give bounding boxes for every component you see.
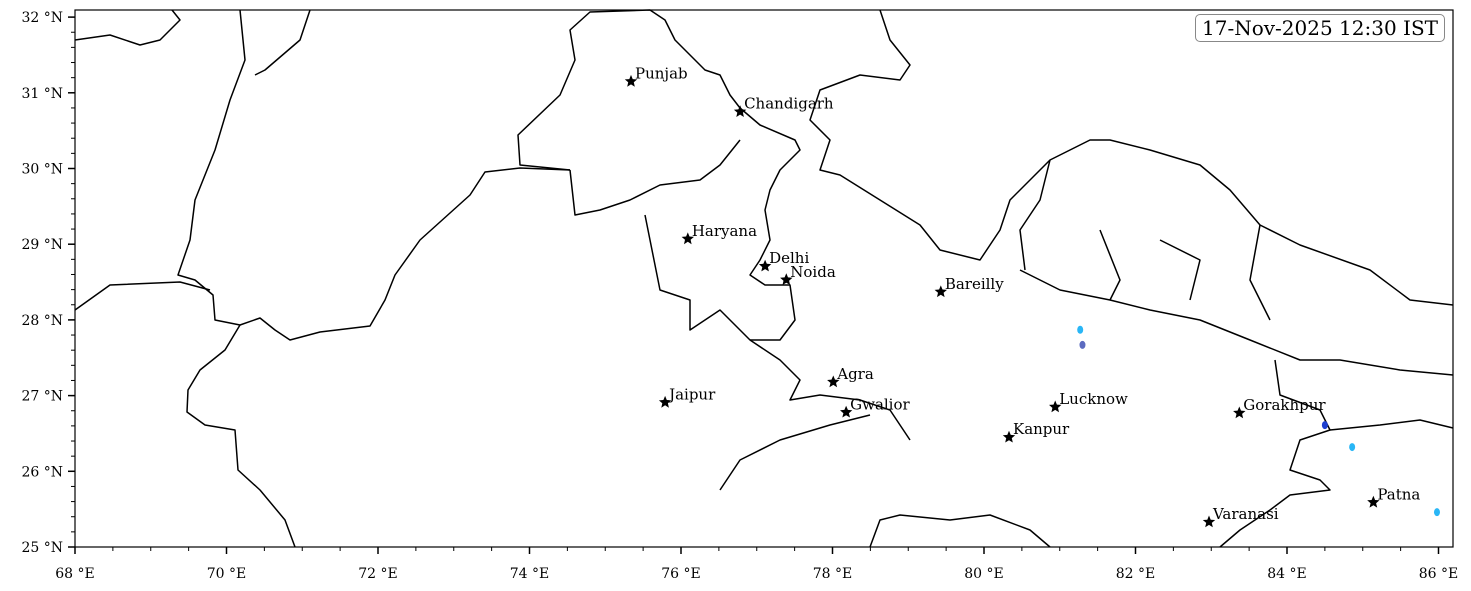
precipitation-layer [1077, 325, 1440, 517]
city-label: Noida [790, 263, 836, 281]
precipitation-cell [1349, 443, 1356, 452]
city-marker[interactable]: Patna [1367, 485, 1420, 508]
city-marker[interactable]: Jaipur [658, 385, 716, 408]
x-tick-label: 86 °E [1419, 566, 1458, 582]
city-marker[interactable]: Chandigarh [733, 95, 834, 117]
city-marker[interactable]: Varanasi [1202, 505, 1279, 528]
city-marker[interactable]: Kanpur [1002, 420, 1070, 443]
city-label: Patna [1377, 485, 1420, 503]
city-marker[interactable]: Agra [827, 365, 874, 388]
star-icon [827, 375, 840, 388]
city-marker[interactable]: Gwalior [840, 395, 911, 418]
city-marker[interactable]: Bareilly [934, 275, 1005, 298]
star-icon [733, 105, 747, 117]
y-tick-label: 30 °N [21, 162, 63, 178]
precipitation-cell [1077, 325, 1084, 334]
star-icon [1002, 430, 1016, 443]
border-line [569, 139, 741, 216]
border-line [177, 9, 571, 341]
y-tick-label: 32 °N [21, 10, 63, 26]
city-label: Gorakhpur [1243, 396, 1326, 414]
city-marker[interactable]: Gorakhpur [1233, 396, 1326, 419]
border-line [644, 214, 911, 441]
city-marker[interactable]: Delhi [758, 249, 810, 272]
x-tick-label: 84 °E [1267, 566, 1306, 582]
x-tick-label: 76 °E [661, 566, 700, 582]
border-line [809, 9, 1454, 306]
city-label: Delhi [769, 249, 809, 267]
x-tick-label: 74 °E [510, 566, 549, 582]
city-marker[interactable]: Punjab [624, 64, 688, 87]
precipitation-cell [1321, 421, 1328, 430]
x-tick-label: 72 °E [358, 566, 397, 582]
city-label: Agra [836, 365, 874, 383]
border-line [1019, 269, 1454, 376]
border-line [719, 414, 871, 491]
x-tick-label: 68 °E [55, 566, 94, 582]
star-icon [624, 74, 638, 87]
border-line [1329, 419, 1454, 431]
city-label: Gwalior [850, 395, 910, 413]
border-line [517, 9, 801, 341]
city-label: Chandigarh [744, 95, 834, 113]
star-icon [1202, 515, 1216, 528]
city-label: Jaipur [667, 385, 716, 403]
city-marker[interactable]: Lucknow [1049, 390, 1128, 413]
star-icon [1049, 400, 1062, 413]
city-label: Bareilly [945, 275, 1004, 293]
border-line [1019, 159, 1271, 321]
city-marker[interactable]: Noida [780, 263, 836, 285]
y-tick-label: 28 °N [21, 313, 63, 329]
city-label: Punjab [635, 64, 688, 82]
border-line [186, 324, 296, 548]
x-tick-label: 70 °E [207, 566, 246, 582]
border-line [254, 9, 311, 76]
star-icon [780, 273, 793, 285]
city-label: Haryana [692, 222, 757, 240]
star-icon [840, 405, 853, 418]
x-tick-label: 78 °E [813, 566, 852, 582]
y-tick-label: 27 °N [21, 389, 63, 405]
y-tick-label: 25 °N [21, 540, 63, 556]
precipitation-cell [1079, 340, 1086, 349]
star-icon [934, 285, 947, 298]
precipitation-cell [1433, 508, 1440, 517]
y-tick-label: 29 °N [21, 237, 63, 253]
y-tick-label: 26 °N [21, 464, 63, 480]
star-icon [658, 395, 672, 408]
city-label: Varanasi [1212, 505, 1279, 523]
border-line [74, 281, 211, 311]
border-line [1219, 359, 1331, 548]
city-label: Kanpur [1013, 420, 1070, 438]
star-icon [1367, 495, 1380, 508]
star-icon [1233, 406, 1246, 419]
border-line [869, 514, 1051, 548]
map-frame [74, 9, 1454, 548]
city-label: Lucknow [1059, 390, 1128, 408]
x-tick-label: 82 °E [1116, 566, 1155, 582]
star-icon [758, 259, 772, 272]
x-tick-label: 80 °E [964, 566, 1003, 582]
y-tick-label: 31 °N [21, 86, 63, 102]
timestamp-label: 17-Nov-2025 12:30 IST [1195, 14, 1445, 42]
star-icon [681, 232, 694, 245]
city-marker[interactable]: Haryana [681, 222, 757, 245]
boundaries [74, 9, 1454, 548]
border-line [74, 9, 181, 46]
axes: 68 °E 70 °E 72 °E 74 °E 76 °E 78 °E 80 °E 82 °E… [21, 10, 1458, 582]
